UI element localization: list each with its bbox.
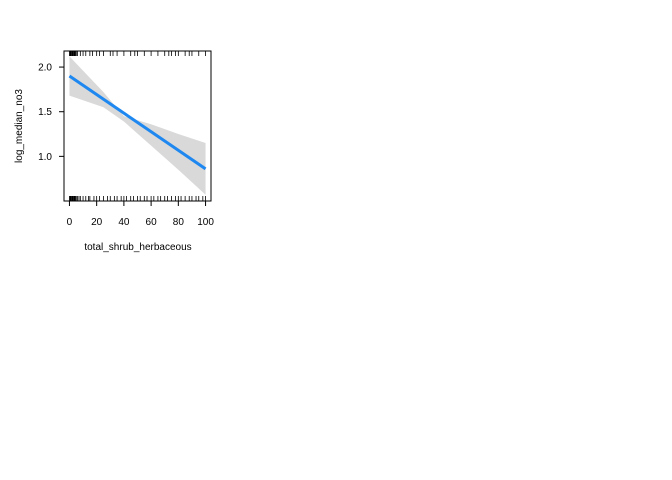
fit-line — [68, 74, 207, 171]
x-axis: 0 20 40 60 80 100 — [67, 201, 214, 228]
x-tick-label: 20 — [91, 217, 103, 228]
x-tick-label: 40 — [118, 217, 130, 228]
y-axis: 1.0 1.5 2.0 — [38, 63, 64, 163]
y-axis-label: log_median_no3 — [14, 89, 25, 163]
x-tick-label: 0 — [67, 217, 73, 228]
plot-frame — [63, 50, 212, 202]
fit-line-layer — [68, 74, 207, 171]
y-tick-label: 1.0 — [38, 152, 52, 163]
rug-bottom-layer — [69, 196, 206, 201]
x-tick-label: 80 — [173, 217, 185, 228]
y-tick-label: 2.0 — [38, 63, 52, 74]
x-axis-label: total_shrub_herbaceous — [84, 242, 191, 253]
rug-top-layer — [69, 51, 206, 56]
confidence-band — [69, 56, 206, 195]
confidence-band-layer — [69, 56, 206, 195]
x-tick-label: 60 — [146, 217, 158, 228]
y-tick-label: 1.5 — [38, 107, 52, 118]
x-tick-label: 100 — [197, 217, 214, 228]
